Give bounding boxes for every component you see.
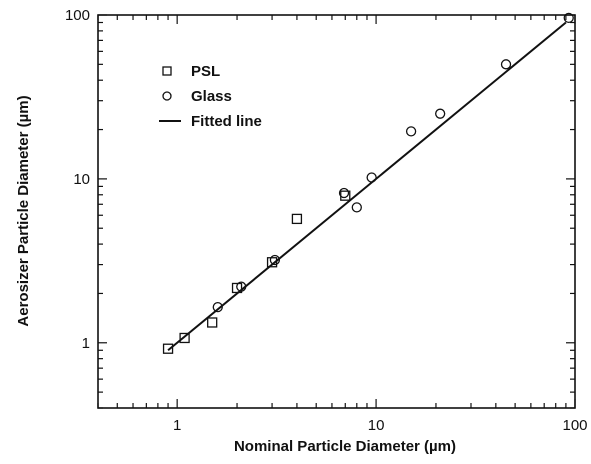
legend-label: Glass	[191, 88, 232, 105]
x-tick-label: 10	[368, 417, 385, 434]
y-tick-label: 10	[73, 171, 90, 188]
fitted-line	[167, 21, 567, 352]
glass-point	[236, 281, 247, 292]
glass-point	[563, 12, 574, 24]
x-tick-label: 100	[562, 417, 587, 434]
y-tick-label: 1	[82, 335, 90, 352]
legend-psl-marker	[162, 66, 172, 76]
glass-point	[212, 301, 223, 313]
axis-ticks	[97, 14, 576, 409]
glass-point	[435, 108, 446, 119]
y-tick-label: 100	[65, 7, 90, 24]
glass-point	[269, 254, 281, 266]
x-axis-title: Nominal Particle Diameter (µm)	[234, 438, 456, 455]
y-axis-title: Aerosizer Particle Diameter (µm)	[15, 95, 32, 326]
legend-label: PSL	[191, 63, 220, 80]
psl-point	[266, 257, 278, 268]
glass-point	[405, 126, 417, 137]
legend-label: Fitted line	[191, 113, 262, 130]
psl-point	[207, 317, 218, 328]
psl-point	[231, 282, 243, 294]
psl-point	[291, 213, 303, 225]
x-tick-label: 1	[173, 417, 181, 434]
data-points	[162, 12, 574, 354]
plot-frame	[97, 14, 576, 409]
glass-point	[366, 172, 377, 183]
legend-glass-marker	[162, 91, 172, 101]
glass-point	[500, 59, 512, 70]
fitted-line-layer	[167, 21, 567, 352]
tick-labels: 1 10 100 1 10 100	[65, 7, 588, 434]
glass-point	[351, 202, 362, 213]
psl-point	[162, 343, 174, 354]
glass-point	[338, 187, 350, 199]
legend: PSL Glass Fitted line	[159, 63, 262, 130]
psl-point	[179, 332, 190, 344]
